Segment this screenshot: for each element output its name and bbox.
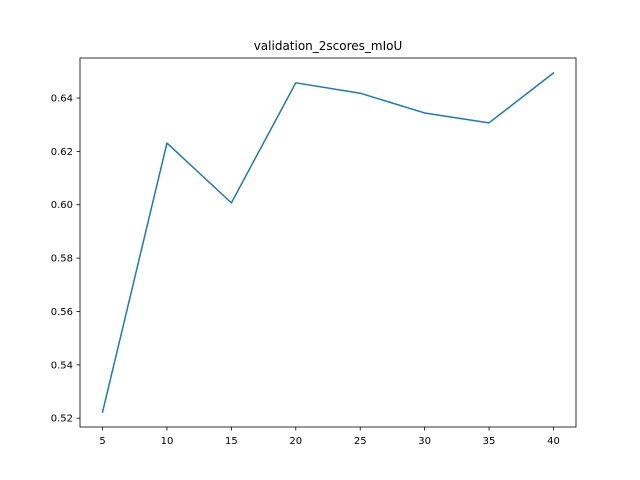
- x-tick-label: 10: [161, 436, 174, 447]
- x-tick-label: 5: [99, 436, 105, 447]
- y-tick-label: 0.56: [51, 307, 73, 318]
- plot-area: 5 10 15 20 25 30 35 40 0.52 0.54 0.56 0.58 0.60 0.62 0…: [51, 57, 577, 447]
- y-tick-label: 0.62: [51, 147, 73, 158]
- chart-title: validation_2scores_mIoU: [254, 39, 403, 53]
- x-tick-label: 15: [225, 436, 238, 447]
- y-tick-label: 0.60: [51, 200, 73, 211]
- y-tick-label: 0.64: [51, 94, 73, 105]
- series-line-0: [101, 71, 555, 413]
- x-tick-label: 25: [354, 436, 367, 447]
- axes-frame: [79, 57, 577, 428]
- y-tick-label: 0.52: [51, 414, 73, 425]
- y-tick-label: 0.58: [51, 254, 73, 265]
- x-tick-label: 40: [547, 436, 560, 447]
- x-tick-label: 35: [483, 436, 496, 447]
- x-tick-label: 30: [418, 436, 431, 447]
- y-tick-label: 0.54: [51, 360, 73, 371]
- x-tick-label: 20: [289, 436, 302, 447]
